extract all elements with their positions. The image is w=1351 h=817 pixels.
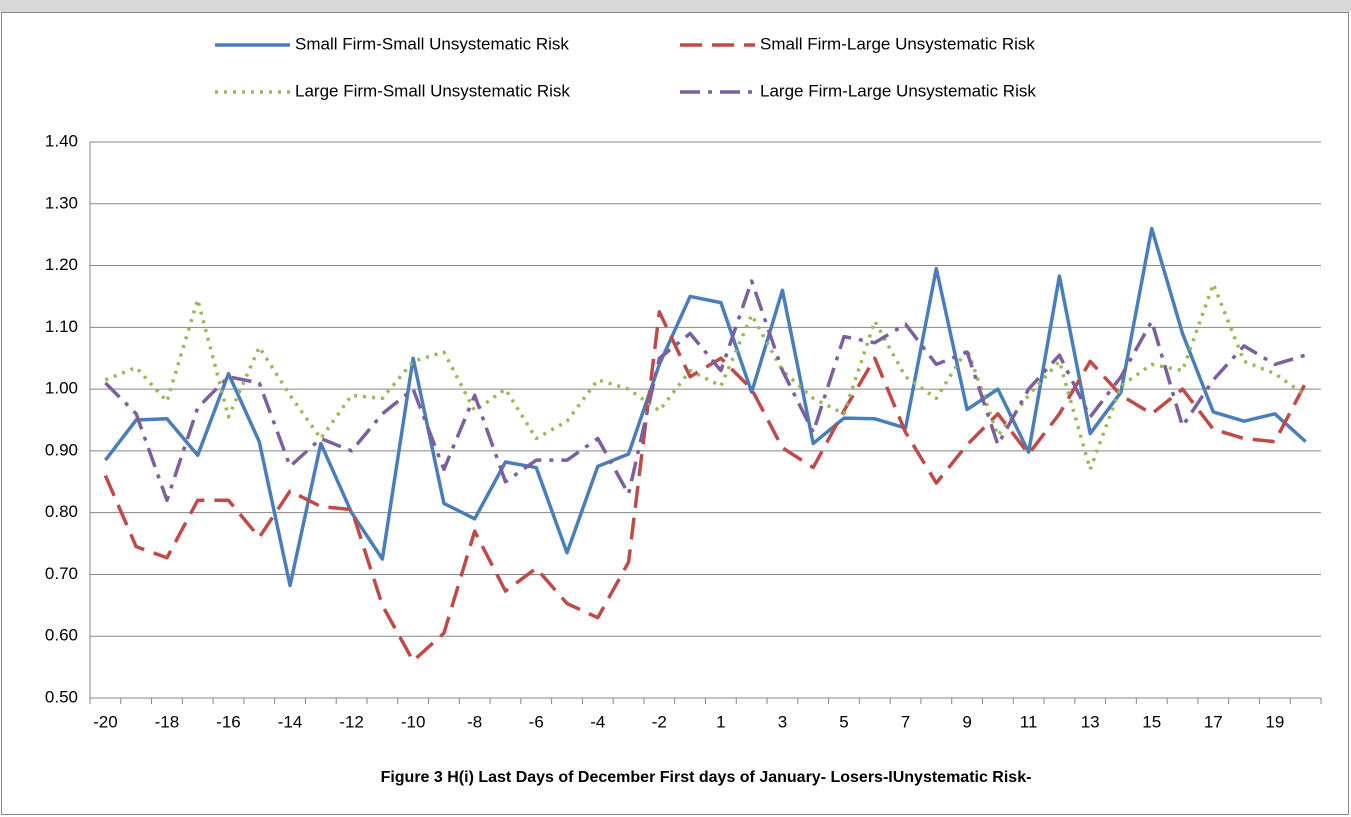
top-bar [0,0,1351,12]
x-tick-label: 9 [962,712,971,731]
x-tick-label: -2 [652,712,667,731]
x-tick-label: 19 [1265,712,1284,731]
chart-title: Figure 3 H(i) Last Days of December Firs… [381,769,1032,786]
y-tick-label: 1.30 [45,193,78,212]
legend-label: Small Firm-Large Unsystematic Risk [760,34,1035,53]
legend-label: Large Firm-Large Unsystematic Risk [760,81,1036,100]
x-tick-label: 17 [1204,712,1223,731]
x-tick-label: 3 [778,712,787,731]
y-tick-label: 1.00 [45,379,78,398]
line-series [104,279,1307,503]
y-tick-label: 0.90 [45,440,78,459]
x-tick-label: -20 [93,712,118,731]
line-series [104,282,1307,472]
x-tick-label: -6 [529,712,544,731]
line-series [103,226,1307,588]
x-tick-label: -14 [278,712,303,731]
x-tick-label: 7 [901,712,910,731]
legend-label: Large Firm-Small Unsystematic Risk [295,81,570,100]
line-series [103,310,1308,663]
x-tick-label: -10 [401,712,426,731]
legend-label: Small Firm-Small Unsystematic Risk [295,34,569,53]
y-tick-label: 0.50 [45,687,78,706]
y-tick-label: 1.20 [45,255,78,274]
x-tick-label: 15 [1142,712,1161,731]
x-tick-label: 13 [1081,712,1100,731]
x-tick-label: -12 [339,712,364,731]
x-tick-label: -18 [155,712,180,731]
y-tick-label: 0.80 [45,502,78,521]
y-tick-label: 1.40 [45,131,78,150]
x-tick-label: -8 [467,712,482,731]
x-tick-label: -4 [590,712,605,731]
x-tick-label: 1 [716,712,725,731]
y-tick-label: 0.60 [45,626,78,645]
x-tick-label: -16 [216,712,241,731]
y-tick-label: 1.10 [45,317,78,336]
y-tick-label: 0.70 [45,564,78,583]
x-tick-label: 5 [839,712,848,731]
chart-frame [1,12,1349,815]
x-tick-label: 11 [1020,712,1038,731]
